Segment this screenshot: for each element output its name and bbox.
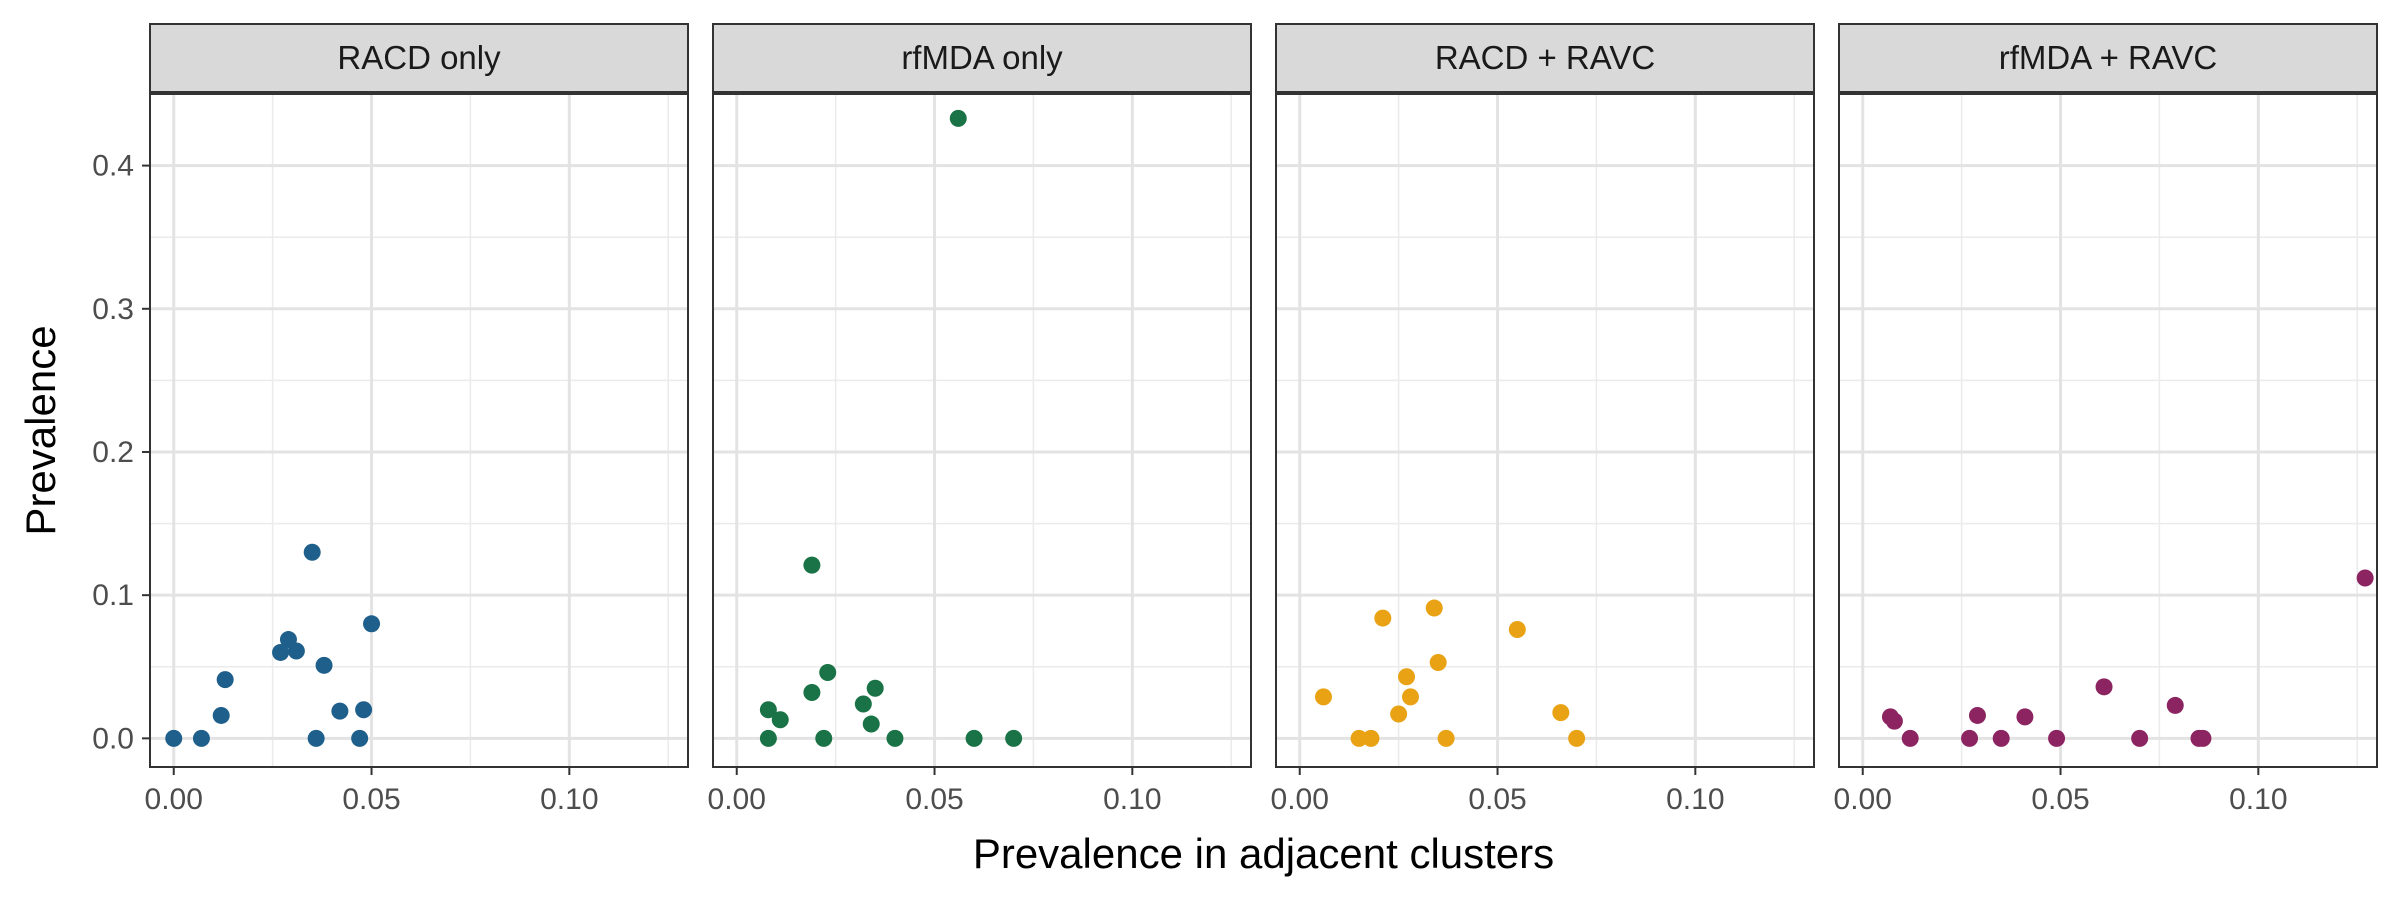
data-point (803, 556, 821, 574)
data-point (1568, 729, 1586, 747)
data-point (1350, 729, 1368, 747)
x-tick-label: 0.10 (540, 783, 598, 816)
data-point (771, 711, 789, 729)
data-point (2166, 696, 2184, 714)
data-point (1885, 712, 1903, 730)
panel-background (1276, 94, 1814, 767)
data-point (351, 729, 369, 747)
data-point (759, 729, 777, 747)
facet-strip-label: rfMDA only (901, 39, 1063, 76)
data-point (759, 701, 777, 719)
data-point (1402, 688, 1419, 706)
data-point (1425, 599, 1443, 617)
panel-background (713, 94, 1251, 767)
data-point (1552, 704, 1570, 722)
data-point (2095, 678, 2113, 696)
facet-strip (712, 23, 1252, 93)
facet-panel: RACD only 0.00 0.05 0.10 (145, 23, 689, 816)
data-point (287, 642, 305, 660)
data-point (862, 715, 880, 733)
facet-strip-label: rfMDA + RAVC (1999, 39, 2218, 76)
data-point (1398, 668, 1416, 686)
y-tick-label: 0.3 (92, 293, 134, 326)
data-point (815, 729, 833, 747)
x-tick-label: 0.05 (1468, 783, 1526, 816)
data-point (866, 679, 884, 697)
data-point (2048, 729, 2066, 747)
data-point (363, 615, 381, 633)
data-point (212, 706, 230, 724)
data-point (1005, 729, 1023, 747)
data-point (2016, 708, 2034, 726)
data-point (1374, 609, 1392, 627)
x-tick-label: 0.10 (1666, 783, 1724, 816)
data-point (355, 701, 373, 719)
panels-layer: RACD only 0.00 0.05 0.10 rfMDA only 0.00 0.05 0… (145, 23, 2378, 816)
y-tick-label: 0.1 (92, 579, 134, 612)
data-point (165, 729, 183, 747)
data-point (886, 729, 904, 747)
panel-border (1275, 93, 1815, 768)
data-point (2194, 729, 2212, 747)
x-tick-label: 0.00 (1834, 783, 1892, 816)
panel-background (150, 94, 688, 767)
facet-strip (1838, 23, 2378, 93)
data-point (1390, 705, 1408, 723)
x-tick-label: 0.00 (145, 783, 203, 816)
y-tick-label: 0.2 (92, 436, 134, 469)
data-point (307, 729, 325, 747)
data-point (216, 671, 234, 689)
panel-border (1838, 93, 2378, 768)
data-point (315, 656, 333, 674)
data-point (1508, 621, 1526, 639)
data-point (819, 663, 837, 681)
x-tick-label: 0.10 (1103, 783, 1161, 816)
facet-panel: RACD + RAVC 0.00 0.05 0.10 (1271, 23, 1815, 816)
data-point (272, 643, 290, 661)
data-point (1961, 729, 1979, 747)
facet-panel: rfMDA + RAVC 0.00 0.05 0.10 (1834, 23, 2378, 816)
data-point (303, 543, 321, 561)
x-tick-label: 0.05 (905, 783, 963, 816)
facet-strip-label: RACD only (337, 39, 501, 76)
data-point (854, 695, 872, 713)
data-point (2356, 569, 2374, 587)
data-point (803, 684, 821, 702)
data-point (331, 702, 349, 720)
facet-strip-label: RACD + RAVC (1435, 39, 1655, 76)
data-point (1901, 729, 1919, 747)
facet-strip (1275, 23, 1815, 93)
y-tick-label: 0.0 (92, 722, 134, 755)
x-tick-label: 0.10 (2229, 783, 2287, 816)
y-axis: 0.0 0.1 0.2 0.3 0.4 (92, 150, 150, 755)
data-point (1992, 729, 2010, 747)
x-tick-label: 0.00 (708, 783, 766, 816)
panel-border (712, 93, 1252, 768)
data-point (1968, 706, 1986, 724)
data-point (2131, 729, 2149, 747)
y-tick-label: 0.4 (92, 150, 134, 183)
data-point (965, 729, 983, 747)
panel-border (149, 93, 689, 768)
facet-strip (149, 23, 689, 93)
data-point (1437, 729, 1455, 747)
x-tick-label: 0.05 (2031, 783, 2089, 816)
data-point (1429, 653, 1447, 671)
data-point (1362, 729, 1380, 747)
x-tick-label: 0.00 (1271, 783, 1329, 816)
data-point (192, 729, 210, 747)
data-point (1314, 688, 1332, 706)
x-axis-title: Prevalence in adjacent clusters (973, 830, 1554, 877)
x-tick-label: 0.05 (342, 783, 400, 816)
facet-panel: rfMDA only 0.00 0.05 0.10 (708, 23, 1252, 816)
panel-background (1839, 94, 2377, 767)
data-point (949, 109, 967, 127)
y-axis-title: Prevalence (17, 325, 64, 535)
